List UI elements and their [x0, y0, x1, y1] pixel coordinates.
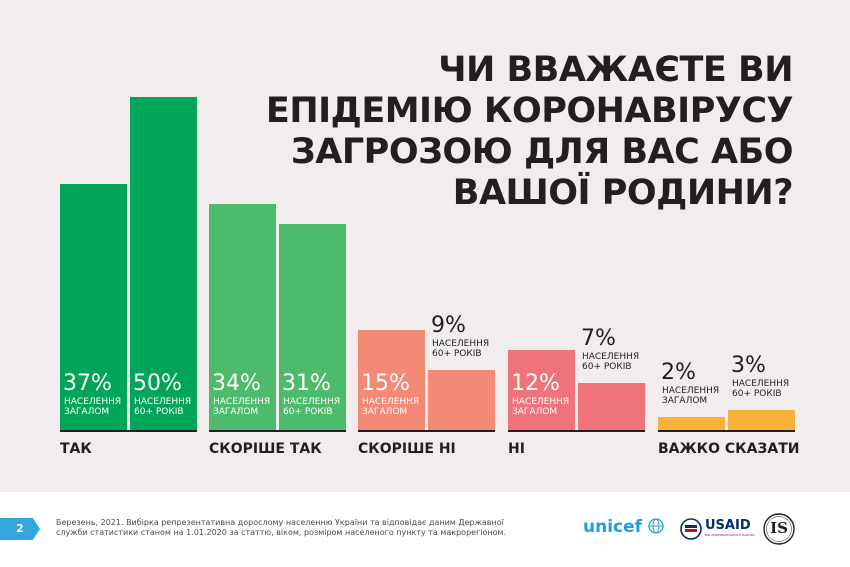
usaid-logo: USAID ВІД АМЕРИКАНСЬКОГО НАРОДУ [680, 517, 755, 541]
bar-value-label: 2% [661, 359, 696, 385]
category-label: НІ [508, 441, 525, 457]
bar-value-label: 34% [212, 371, 261, 396]
title-line: ЗАГРОЗОЮ ДЛЯ ВАС АБО [290, 132, 794, 172]
title-line: ЕПІДЕМІЮ КОРОНАВІРУСУ [265, 91, 794, 131]
bar [658, 416, 725, 430]
bar-series-label: ЗАГАЛОМ [662, 395, 708, 406]
bar [728, 410, 795, 430]
category-label: ТАК [60, 441, 92, 457]
bar-series-label: ЗАГАЛОМ [362, 407, 408, 417]
bar-value-label: 31% [282, 371, 331, 396]
bar-series-label: 60+ РОКІВ [582, 362, 632, 373]
bar [358, 330, 425, 430]
bar [279, 223, 346, 430]
bar [130, 97, 197, 430]
bar-value-label: 3% [731, 353, 766, 379]
bar-value-label: 12% [511, 371, 560, 396]
is-logo-text: IS [770, 519, 788, 537]
bar-series-label: 60+ РОКІВ [283, 407, 333, 417]
bar-series-label: 60+ РОКІВ [134, 407, 184, 417]
title-line: ВАШОЇ РОДИНИ? [452, 173, 794, 213]
page-number-badge: 2 [0, 518, 40, 540]
unicef-logo-text: unicef [583, 517, 643, 537]
usaid-logo-text: USAID [705, 518, 751, 533]
is-logo: IS [762, 512, 796, 546]
category-baseline [658, 430, 795, 432]
category-label: СКОРІШЕ НІ [358, 441, 456, 457]
chart-title: ЧИ ВВАЖАЄТЕ ВИ ЕПІДЕМІЮ КОРОНАВІРУСУ ЗАГ… [233, 50, 794, 214]
category-baseline [209, 430, 346, 432]
category-label: ВАЖКО СКАЗАТИ [658, 441, 800, 457]
usaid-tagline: ВІД АМЕРИКАНСЬКОГО НАРОДУ [705, 533, 755, 537]
category-label: СКОРІШЕ ТАК [209, 441, 322, 457]
bar-series-label: НАСЕЛЕННЯ [662, 385, 720, 396]
bar [209, 203, 276, 430]
bar [578, 383, 645, 430]
usaid-seal-icon [680, 518, 702, 540]
bar-series-label: НАСЕЛЕННЯ [512, 397, 570, 407]
bar-series-label: НАСЕЛЕННЯ [283, 397, 341, 407]
title-line: ЧИ ВВАЖАЄТЕ ВИ [438, 50, 793, 90]
bar-series-label: НАСЕЛЕННЯ [732, 379, 790, 390]
globe-icon [648, 518, 664, 534]
bar-series-label: НАСЕЛЕННЯ [362, 397, 420, 407]
bar-value-label: 37% [63, 371, 112, 396]
bar-value-label: 50% [133, 371, 182, 396]
bar-value-label: 15% [361, 371, 410, 396]
bar-series-label: НАСЕЛЕННЯ [432, 339, 490, 350]
bar [60, 183, 127, 430]
category-baseline [358, 430, 495, 432]
bar-series-label: ЗАГАЛОМ [213, 407, 259, 417]
bar-series-label: НАСЕЛЕННЯ [213, 397, 271, 407]
bar [508, 350, 575, 430]
methodology-note: Березень, 2021. Вибірка репрезентативна … [56, 518, 507, 537]
bar-series-label: НАСЕЛЕННЯ [134, 397, 192, 407]
category-baseline [60, 430, 197, 432]
is-ring-icon [763, 513, 795, 545]
footer [0, 492, 850, 567]
bar-series-label: 60+ РОКІВ [732, 389, 782, 400]
bar-series-label: 60+ РОКІВ [432, 349, 482, 360]
bar-series-label: ЗАГАЛОМ [64, 407, 110, 417]
bar [428, 370, 495, 430]
bar-value-label: 7% [581, 326, 616, 352]
bar-value-label: 9% [431, 313, 466, 339]
unicef-logo: unicef [583, 517, 664, 537]
bar-series-label: ЗАГАЛОМ [512, 407, 558, 417]
chart-area: ЧИ ВВАЖАЄТЕ ВИ ЕПІДЕМІЮ КОРОНАВІРУСУ ЗАГ… [0, 0, 850, 492]
bar-series-label: НАСЕЛЕННЯ [582, 352, 640, 363]
bar-series-label: НАСЕЛЕННЯ [64, 397, 122, 407]
category-baseline [508, 430, 645, 432]
